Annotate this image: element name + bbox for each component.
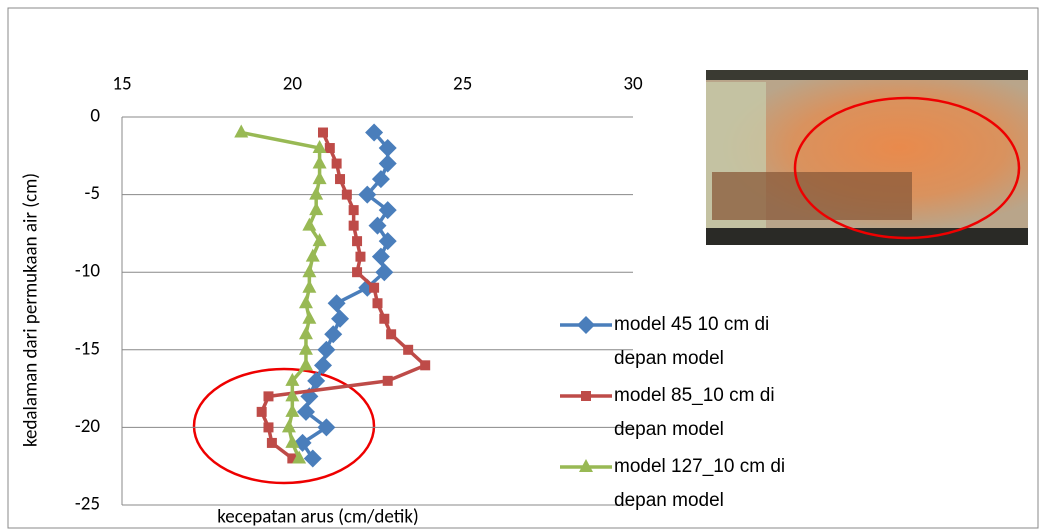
data-point xyxy=(349,221,359,231)
data-point xyxy=(285,404,299,417)
photo xyxy=(706,70,1028,245)
data-point xyxy=(369,217,387,235)
data-point xyxy=(313,156,327,169)
data-point xyxy=(386,329,396,339)
x-axis-label: kecepatan arus (cm/detik) xyxy=(217,506,418,529)
data-point xyxy=(309,187,323,200)
data-point xyxy=(299,295,313,308)
data-point xyxy=(352,267,362,277)
legend-label: model 85_10 cm di depan model xyxy=(614,379,814,447)
data-point xyxy=(373,298,383,308)
data-point xyxy=(331,310,349,328)
data-point xyxy=(313,171,327,184)
legend-marker xyxy=(581,391,591,401)
y-tick-label: -5 xyxy=(85,182,100,205)
data-point xyxy=(302,311,316,324)
data-point xyxy=(352,236,362,246)
y-tick-label: -25 xyxy=(75,493,100,516)
chart: kecepatan arus (cm/detik) kedalaman dari… xyxy=(0,0,1043,531)
data-point xyxy=(403,345,413,355)
y-tick-label: -10 xyxy=(75,260,100,283)
x-tick-label: 20 xyxy=(283,73,303,96)
data-point xyxy=(299,326,313,339)
data-point xyxy=(267,438,277,448)
data-point xyxy=(383,376,393,386)
data-point xyxy=(317,341,335,359)
data-point xyxy=(309,202,323,215)
data-point xyxy=(234,125,248,138)
data-point xyxy=(369,283,379,293)
data-point xyxy=(379,314,389,324)
data-point xyxy=(257,407,267,417)
data-point xyxy=(379,232,397,250)
data-point xyxy=(335,174,345,184)
data-point xyxy=(342,190,352,200)
data-point xyxy=(349,205,359,215)
data-point xyxy=(302,264,316,277)
y-tick-label: -15 xyxy=(75,337,100,360)
data-point xyxy=(302,218,316,231)
x-tick-label: 15 xyxy=(112,73,131,96)
data-point xyxy=(282,419,296,432)
data-point xyxy=(420,360,430,370)
data-point xyxy=(332,159,342,169)
data-point xyxy=(355,252,365,262)
y-axis-label: kedalaman dari permukaan air (cm) xyxy=(20,173,43,447)
y-tick-label: -20 xyxy=(75,415,100,438)
page: {"chart_data": {"type": "line", "x_label… xyxy=(0,0,1043,531)
data-point xyxy=(263,391,273,401)
x-tick-label: 30 xyxy=(623,73,643,96)
data-point xyxy=(372,248,390,266)
legend-marker xyxy=(577,316,595,334)
data-point xyxy=(306,249,320,262)
data-point xyxy=(325,143,335,153)
data-point xyxy=(318,128,328,138)
y-tick-label: 0 xyxy=(90,105,100,128)
data-point xyxy=(379,155,397,173)
data-point xyxy=(299,342,313,355)
data-point xyxy=(302,280,316,293)
data-point xyxy=(324,325,342,343)
legend-label: model 127_10 cm di depan model xyxy=(614,450,814,518)
data-point xyxy=(328,294,346,312)
x-tick-label: 25 xyxy=(453,73,472,96)
data-point xyxy=(304,449,322,467)
data-point xyxy=(263,422,273,432)
data-point xyxy=(299,357,313,370)
legend-label: model 45 10 cm di depan model xyxy=(614,308,814,376)
